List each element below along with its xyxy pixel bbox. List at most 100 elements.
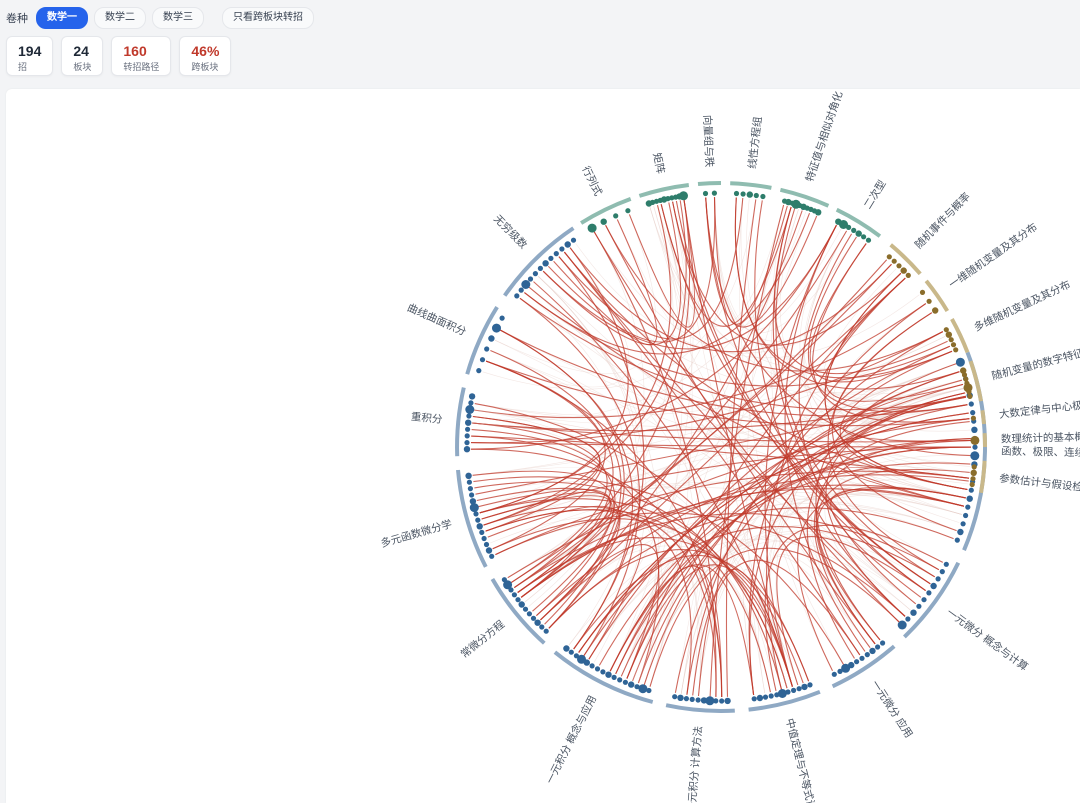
move-node[interactable] [695,697,701,703]
move-node[interactable] [970,476,976,482]
move-node[interactable] [466,413,472,419]
move-node[interactable] [534,619,541,626]
move-node[interactable] [628,681,635,688]
move-node[interactable] [919,289,926,295]
move-node[interactable] [577,654,586,664]
section-arc[interactable] [665,703,735,713]
move-node[interactable] [746,191,753,198]
move-node[interactable] [855,230,862,237]
move-node[interactable] [638,684,648,694]
move-node[interactable] [960,521,966,527]
section-arc[interactable] [831,644,896,689]
move-node[interactable] [807,682,813,688]
move-node[interactable] [796,686,802,692]
move-node[interactable] [515,597,521,603]
move-node[interactable] [831,671,837,677]
move-node[interactable] [960,367,967,374]
move-node[interactable] [905,616,911,622]
move-node[interactable] [970,451,980,461]
move-node[interactable] [972,444,978,450]
move-node[interactable] [963,376,969,382]
move-node[interactable] [875,644,881,650]
move-node[interactable] [650,199,656,205]
move-node[interactable] [613,213,619,219]
move-node[interactable] [543,628,549,634]
cross-section-toggle[interactable]: 只看跨板块转招 [222,7,314,29]
move-node[interactable] [617,677,623,683]
move-node[interactable] [926,298,932,304]
move-node[interactable] [600,218,607,225]
move-node[interactable] [570,237,577,243]
move-node[interactable] [484,346,490,352]
move-node[interactable] [861,234,867,240]
move-node[interactable] [689,696,695,703]
move-node[interactable] [594,666,601,672]
move-node[interactable] [503,580,513,590]
move-node[interactable] [537,265,544,271]
move-node[interactable] [611,674,617,681]
section-arc[interactable] [903,561,961,639]
move-node[interactable] [469,503,479,513]
move-node[interactable] [476,523,483,530]
move-node[interactable] [526,611,533,617]
move-node[interactable] [527,276,534,282]
section-arc[interactable] [980,410,986,425]
move-node[interactable] [865,237,872,243]
move-node[interactable] [563,645,570,652]
move-node[interactable] [966,389,972,395]
move-node[interactable] [896,263,902,269]
move-node[interactable] [791,687,797,694]
move-node[interactable] [768,693,774,699]
move-node[interactable] [801,683,808,691]
section-arc[interactable] [456,469,488,568]
move-node[interactable] [683,696,690,702]
move-node[interactable] [841,663,851,673]
move-node[interactable] [891,258,897,264]
move-node[interactable] [815,209,822,216]
move-node[interactable] [476,368,482,374]
move-node[interactable] [564,241,571,248]
move-node[interactable] [553,251,559,257]
section-arc[interactable] [924,279,950,313]
move-node[interactable] [724,697,731,705]
move-node[interactable] [646,687,652,694]
move-node[interactable] [945,331,952,338]
move-node[interactable] [467,486,473,492]
move-node[interactable] [971,464,977,470]
move-node[interactable] [948,337,954,343]
move-node[interactable] [622,679,629,685]
section-arc[interactable] [580,197,632,225]
move-node[interactable] [969,481,975,488]
move-node[interactable] [713,698,719,704]
section-arc[interactable] [968,360,983,402]
move-node[interactable] [711,190,718,196]
section-arc[interactable] [950,318,970,354]
move-node[interactable] [465,419,472,426]
move-node[interactable] [605,671,612,678]
move-node[interactable] [943,561,949,567]
move-node[interactable] [963,512,969,519]
move-node[interactable] [864,652,870,658]
section-arc[interactable] [455,387,466,457]
move-node[interactable] [677,694,684,701]
section-arc[interactable] [748,689,821,712]
move-node[interactable] [492,323,501,333]
move-node[interactable] [926,590,932,596]
move-node[interactable] [469,498,477,505]
move-node[interactable] [859,655,865,661]
move-node[interactable] [897,620,907,630]
section-arc[interactable] [503,226,575,297]
move-node[interactable] [700,697,708,704]
move-node[interactable] [465,426,471,432]
move-node[interactable] [469,492,475,498]
move-node[interactable] [483,541,490,548]
move-node[interactable] [905,272,911,278]
move-node[interactable] [589,663,595,669]
move-node[interactable] [518,287,524,293]
move-node[interactable] [854,659,860,665]
move-node[interactable] [953,347,959,353]
move-node[interactable] [514,293,520,299]
move-node[interactable] [475,517,481,523]
section-arc[interactable] [465,306,499,375]
move-node[interactable] [665,196,671,202]
